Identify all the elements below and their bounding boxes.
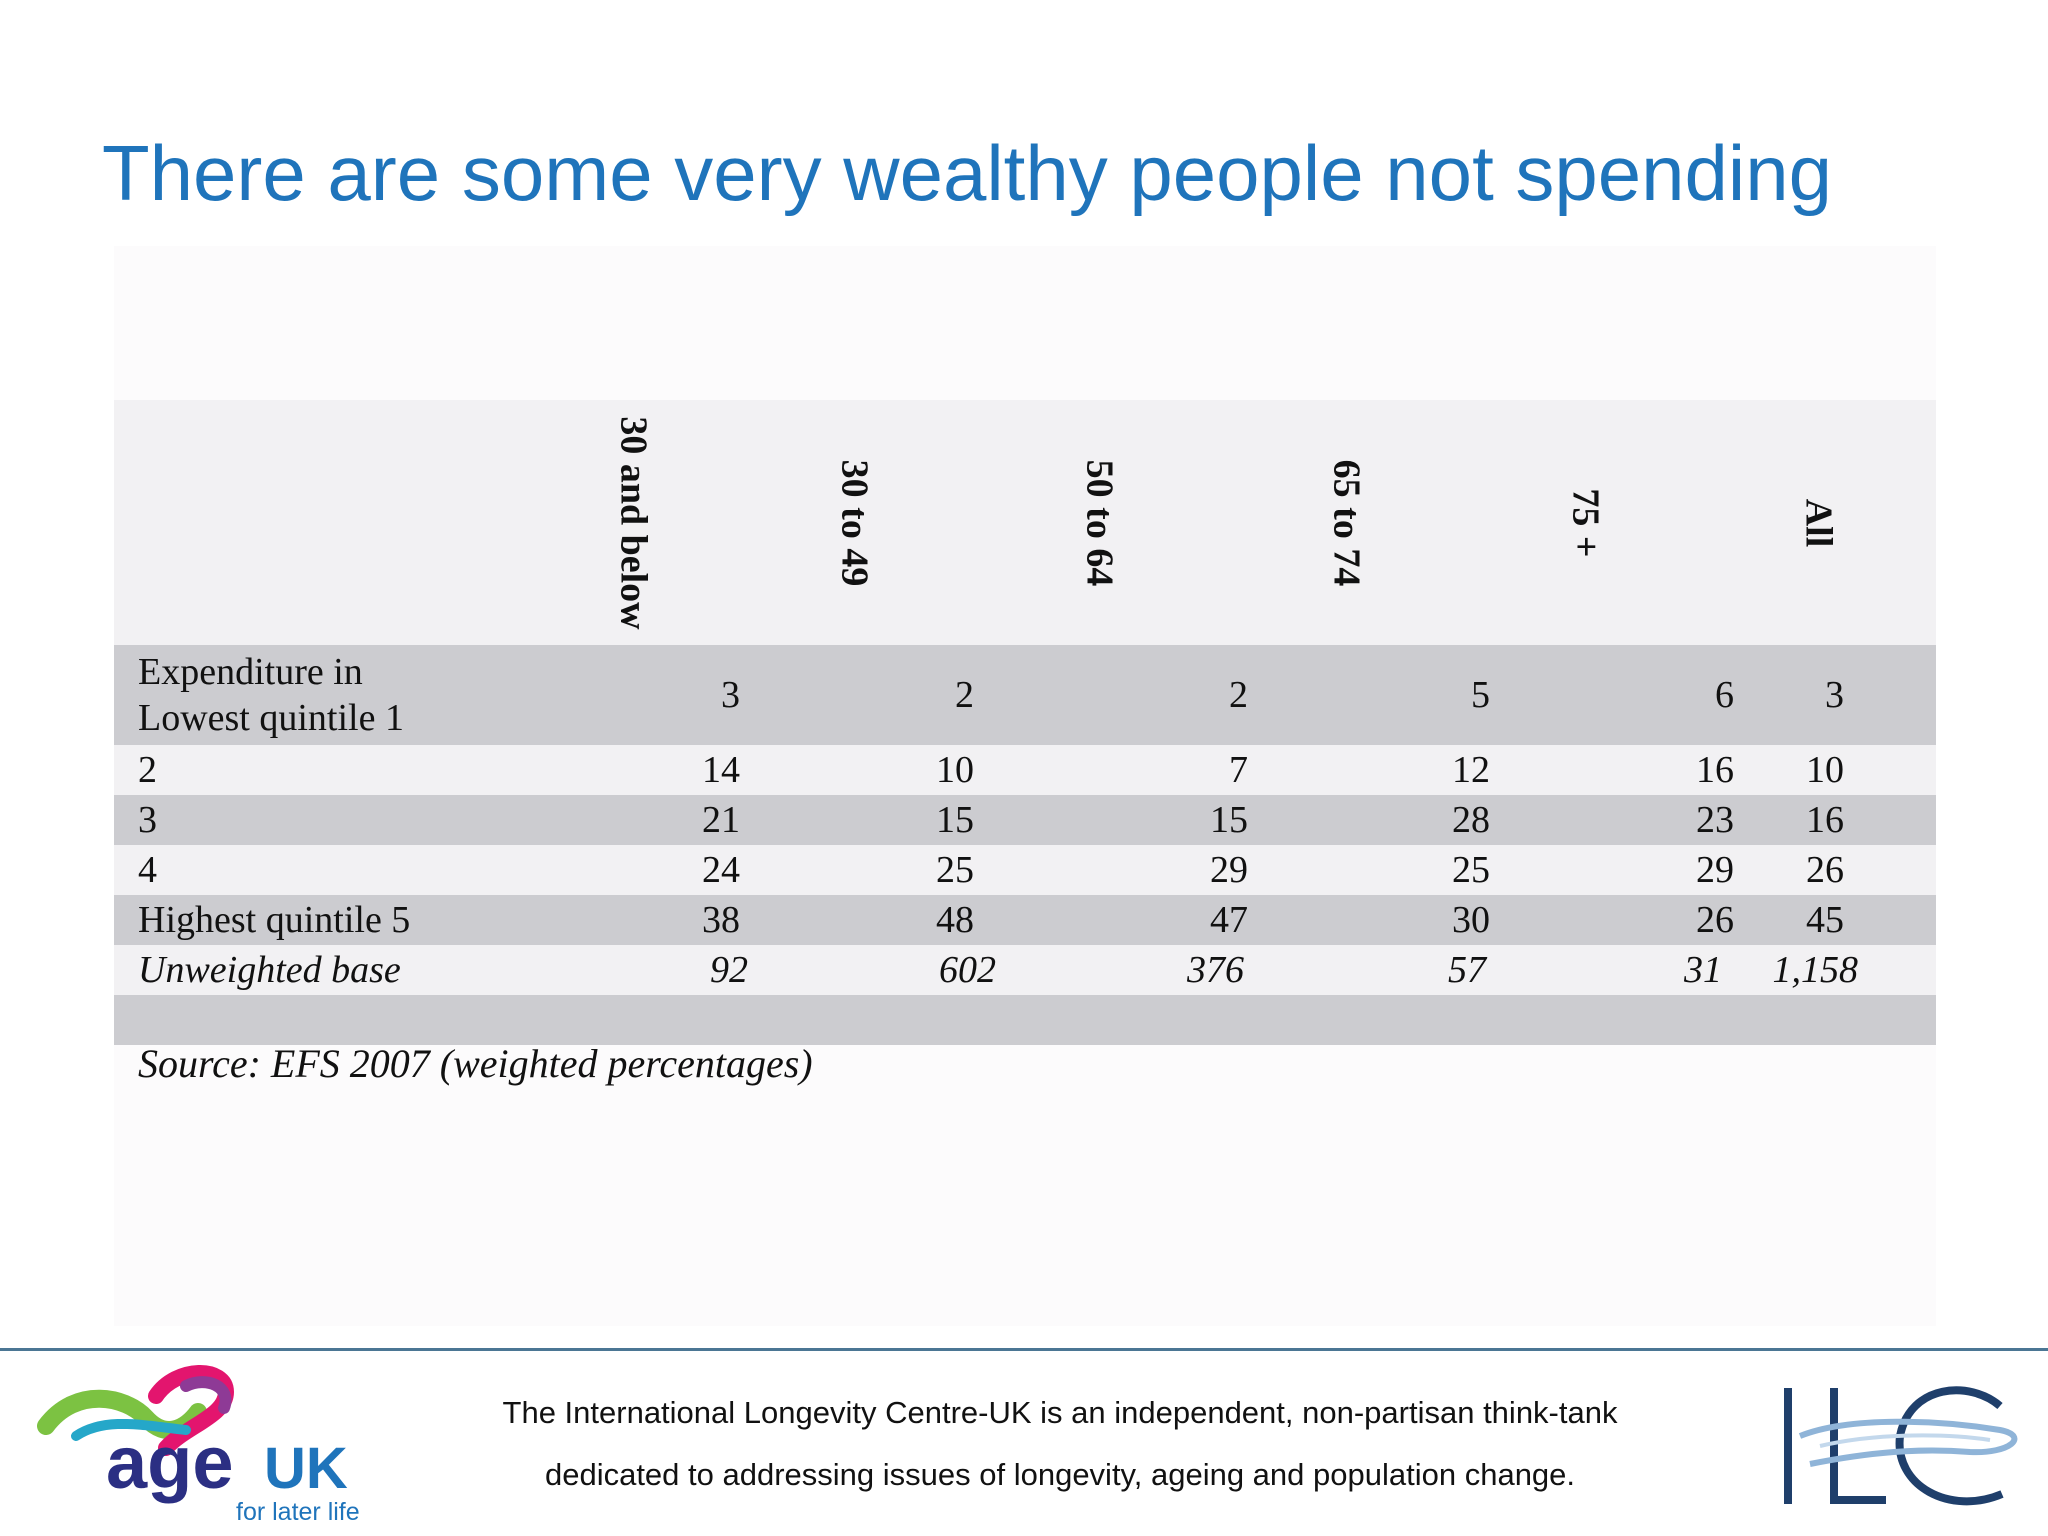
table-cell: 15 [1210,799,1248,841]
table-cell: 92 [710,949,748,991]
table-cell: 21 [702,799,740,841]
footer-line-1: The International Longevity Centre-UK is… [502,1395,1618,1430]
table-row: 2 14 10 7 12 16 10 [114,745,1936,795]
table-cell: 2 [1229,674,1248,716]
table-cell: 16 [1806,799,1844,841]
table-row-empty [114,995,1936,1045]
table-cell: 30 [1452,899,1490,941]
row-label: Expenditure in Lowest quintile 1 [138,651,404,739]
table-row: 4 24 25 29 25 29 26 [114,845,1936,895]
table-cell: 29 [1696,849,1734,891]
data-table: 30 and below 30 to 49 50 to 64 65 to 74 … [114,400,1936,1045]
table-cell: 3 [1825,674,1844,716]
table-cell: 16 [1696,749,1734,791]
column-header-30-to-49: 30 to 49 [833,459,875,586]
column-header-65-to-74: 65 to 74 [1325,459,1367,586]
table-cell: 5 [1471,674,1490,716]
table-cell: 57 [1448,949,1486,991]
table-cell: 10 [1806,749,1844,791]
table-cell: 26 [1806,849,1844,891]
slide-title: There are some very wealthy people not s… [102,129,1833,217]
table-cell: 25 [936,849,974,891]
table-row: Unweighted base 92 602 376 57 31 1,158 [114,945,1936,995]
table-cell: 29 [1210,849,1248,891]
table-cell: 15 [936,799,974,841]
footer-divider [0,1348,2048,1351]
table-cell: 26 [1696,899,1734,941]
age-uk-tagline: for later life [236,1498,360,1526]
table-source-note: Source: EFS 2007 (weighted percentages) [138,1041,813,1086]
table-cell: 28 [1452,799,1490,841]
table-cell: 48 [936,899,974,941]
table-cell: 47 [1210,899,1248,941]
column-header-30-and-below: 30 and below [613,415,655,630]
table-cell: 25 [1452,849,1490,891]
table-row: 3 21 15 15 28 23 16 [114,795,1936,845]
table-row: Highest quintile 5 38 48 47 30 26 45 [114,895,1936,945]
table-cell: 38 [702,899,740,941]
column-header-75-plus: 75 + [1565,487,1607,558]
age-uk-word-age: age [106,1421,234,1504]
table-row: Expenditure in Lowest quintile 1 3 2 2 5… [114,645,1936,745]
table-cell: 6 [1715,674,1734,716]
footer-line-2: dedicated to addressing issues of longev… [544,1457,1576,1492]
row-label: 4 [138,849,157,891]
table-cell: 24 [702,849,740,891]
column-header-50-to-64: 50 to 64 [1078,459,1120,586]
table-cell: 10 [936,749,974,791]
row-label: Highest quintile 5 [138,899,411,941]
table-cell: 7 [1229,749,1248,791]
table-cell: 3 [721,674,740,716]
table-cell: 31 [1684,949,1722,991]
column-header-all: All [1797,498,1839,547]
age-uk-word-uk: UK [264,1436,348,1501]
row-label: 3 [138,799,157,841]
table-cell: 2 [955,674,974,716]
table-cell: 45 [1806,899,1844,941]
table-cell: 602 [939,949,996,991]
row-label: Unweighted base [138,949,401,991]
table-header-row: 30 and below 30 to 49 50 to 64 65 to 74 … [114,400,1936,645]
row-label: 2 [138,749,157,791]
footer-description: The International Longevity Centre-UK is… [380,1382,1740,1506]
table-cell: 1,158 [1772,949,1859,991]
table-cell: 12 [1452,749,1490,791]
table-cell: 23 [1696,799,1734,841]
table-cell: 376 [1187,949,1244,991]
ilc-logo [1784,1386,2018,1506]
age-uk-logo: age UK for later life [37,1365,360,1526]
table-cell: 14 [702,749,740,791]
